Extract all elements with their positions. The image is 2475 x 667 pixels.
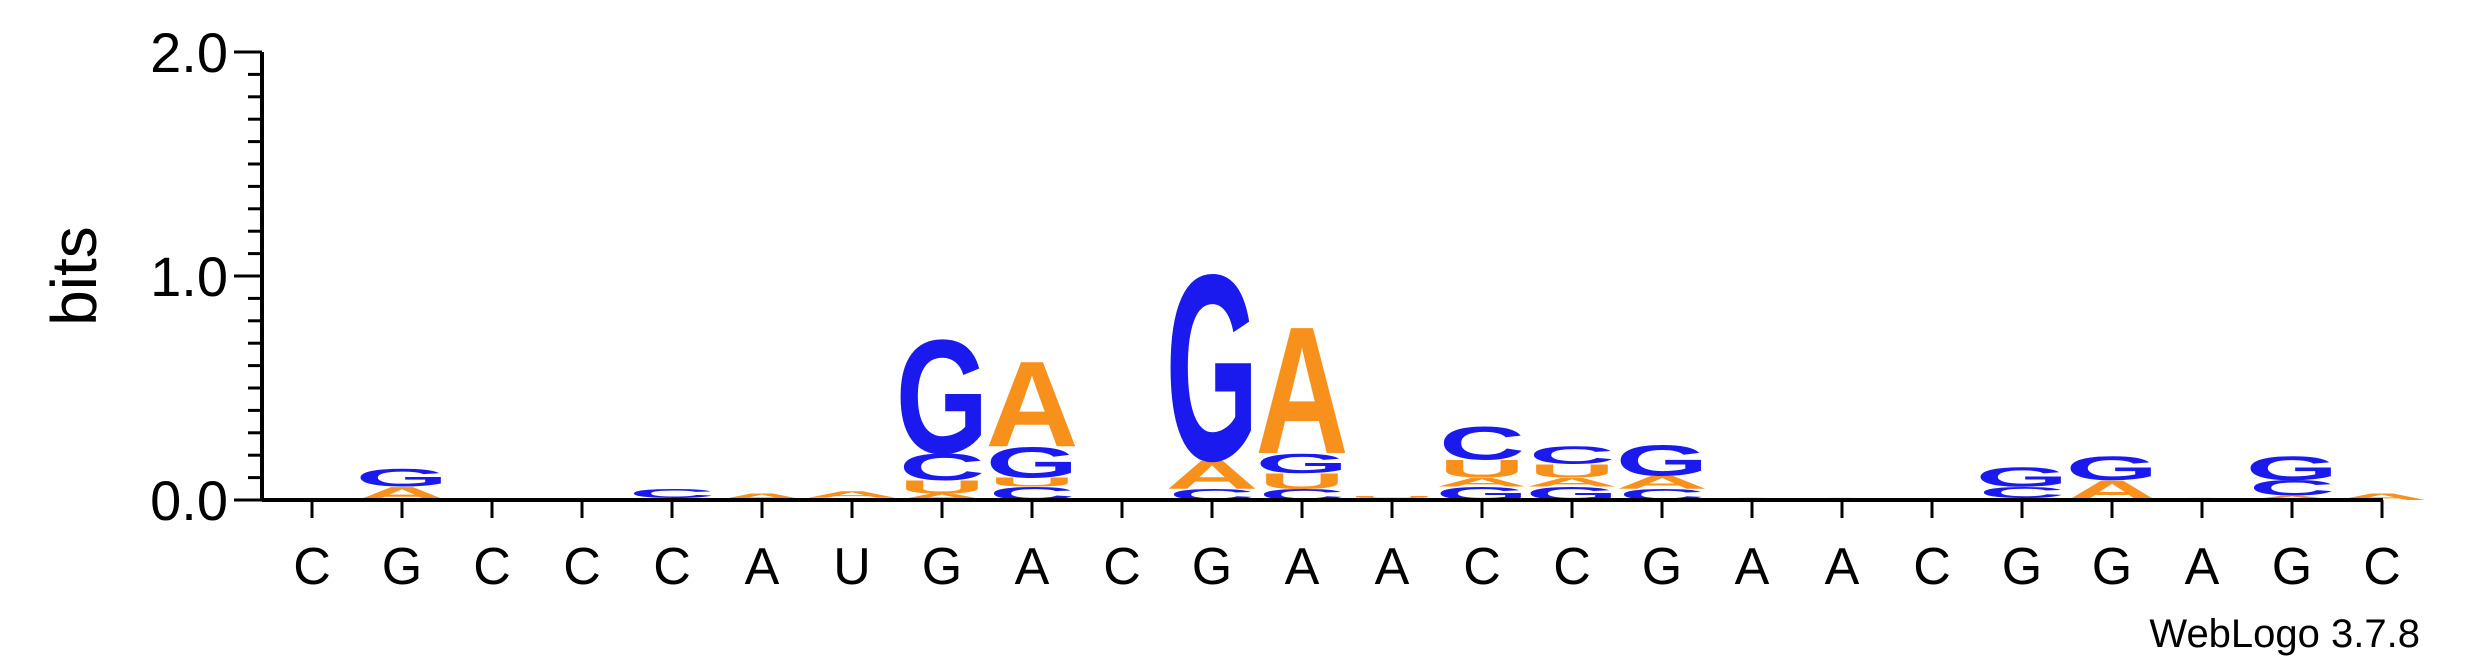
logo-letter-G: G xyxy=(896,307,989,488)
logo-letter-A: A xyxy=(1165,452,1258,498)
x-tick-label: G xyxy=(1642,538,1682,596)
logo-letter-C: C xyxy=(1529,442,1615,470)
x-tick-label: A xyxy=(1285,538,1320,596)
logo-letter-G: G xyxy=(356,464,449,492)
x-tick-label: C xyxy=(653,538,691,596)
logo-letter-U: U xyxy=(1529,461,1615,482)
logo-letter-A: A xyxy=(1525,475,1618,489)
x-tick-label: A xyxy=(745,538,780,596)
x-tick-label: G xyxy=(2002,538,2042,596)
x-tick-label: G xyxy=(382,538,422,596)
x-tick-label: C xyxy=(293,538,331,596)
logo-letter-C: C xyxy=(629,486,715,500)
x-tick-label: C xyxy=(473,538,511,596)
logo-letter-U: U xyxy=(989,475,1075,489)
x-tick-label: C xyxy=(1103,538,1141,596)
logo-letter-G: G xyxy=(1976,462,2069,493)
x-tick-label: A xyxy=(1375,538,1410,596)
x-tick-label: G xyxy=(1192,538,1232,596)
logo-letter-A: A xyxy=(895,492,988,502)
logo-letter-A: A xyxy=(1435,475,1528,489)
logo-letter-C: C xyxy=(899,446,985,488)
letter-stacks: AGCUCAUAAUCGCUGACAGCUGAAUGAUCGAUCCAGAAAC… xyxy=(355,218,2428,516)
logo-letter-A: A xyxy=(805,489,898,499)
logo-letter-G: G xyxy=(2066,449,2159,487)
logo-letter-C: C xyxy=(1979,484,2065,501)
x-tick-label: G xyxy=(2272,538,2312,596)
logo-letter-G: G xyxy=(1616,436,1709,485)
logo-letter-A: A xyxy=(715,492,808,502)
y-axis-label: bits xyxy=(38,226,110,326)
x-tick-label: C xyxy=(563,538,601,596)
logo-letter-U: U xyxy=(1349,495,1435,498)
y-ticks: 0.0 1.0 2.0 xyxy=(150,21,262,532)
y-tick-label: 2.0 xyxy=(150,21,228,84)
x-tick-label: C xyxy=(2363,538,2401,596)
x-tick-label: A xyxy=(2185,538,2220,596)
logo-letter-A: A xyxy=(2245,494,2338,501)
y-tick-label: 0.0 xyxy=(150,469,228,532)
logo-letter-A: A xyxy=(2335,492,2428,502)
logo-letter-U: U xyxy=(899,477,985,498)
logo-letter-A: A xyxy=(1255,290,1348,492)
logo-letter-G: G xyxy=(1166,218,1259,516)
x-tick-label: A xyxy=(1015,538,1050,596)
x-tick-label: A xyxy=(1735,538,1770,596)
logo-letter-C: C xyxy=(2249,476,2335,501)
logo-letter-G: G xyxy=(986,439,1079,488)
x-tick-label: C xyxy=(1553,538,1591,596)
x-tick-label: A xyxy=(1825,538,1860,596)
x-tick-label: G xyxy=(2092,538,2132,596)
logo-letter-A: A xyxy=(1615,472,1708,493)
logo-letter-G: G xyxy=(1256,448,1349,479)
x-tick-label: C xyxy=(1913,538,1951,596)
logo-letter-A: A xyxy=(985,335,1078,472)
logo-letter-C: C xyxy=(1439,418,1525,470)
x-tick-label: C xyxy=(1463,538,1501,596)
logo-letter-G: G xyxy=(2246,449,2339,487)
x-tick-label: G xyxy=(922,538,962,596)
y-tick-label: 1.0 xyxy=(150,245,228,308)
logo-letter-U: U xyxy=(1259,469,1345,494)
logo-letter-U: U xyxy=(1439,455,1525,483)
x-tick-label: U xyxy=(833,538,871,596)
weblogo-credit: WebLogo 3.7.8 xyxy=(2149,612,2420,656)
